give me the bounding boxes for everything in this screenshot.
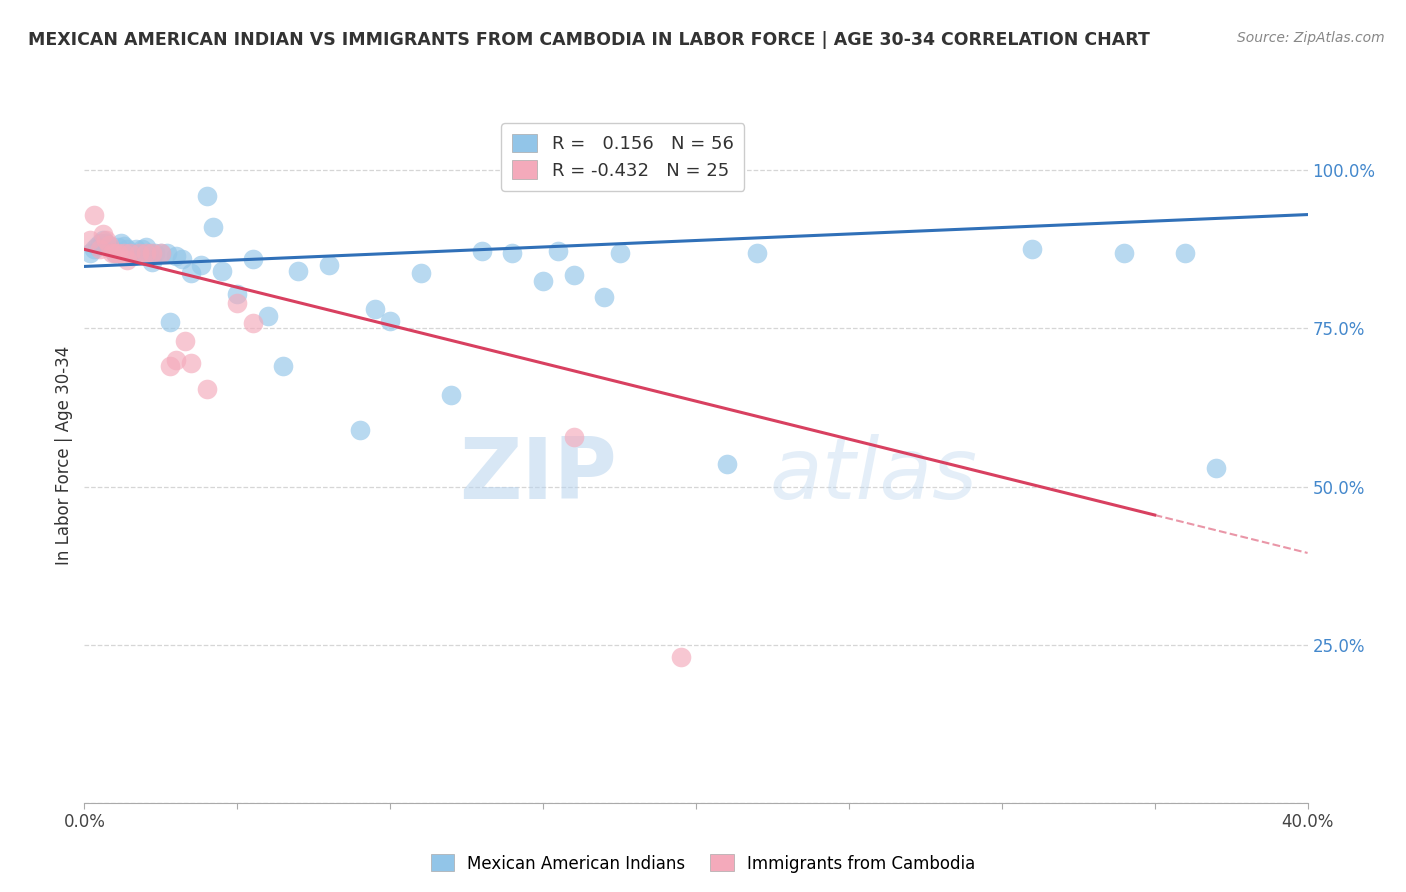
Point	[440, 388, 463, 402]
Point	[165, 249, 187, 263]
Point	[747, 245, 769, 260]
Point	[471, 244, 494, 259]
Point	[242, 252, 264, 266]
Point	[128, 245, 150, 260]
Point	[271, 359, 294, 374]
Point	[502, 245, 524, 260]
Point	[94, 233, 117, 247]
Point	[159, 359, 181, 374]
Point	[669, 650, 692, 665]
Point	[1205, 460, 1227, 475]
Point	[91, 233, 114, 247]
Point	[409, 266, 432, 280]
Point	[104, 245, 127, 260]
Point	[380, 314, 402, 328]
Point	[242, 317, 264, 331]
Point	[94, 235, 117, 250]
Point	[531, 274, 554, 288]
Point	[115, 243, 138, 257]
Point	[138, 245, 160, 260]
Point	[195, 382, 218, 396]
Point	[159, 315, 181, 329]
Point	[115, 253, 138, 268]
Point	[716, 458, 738, 472]
Point	[318, 258, 340, 272]
Text: Source: ZipAtlas.com: Source: ZipAtlas.com	[1237, 31, 1385, 45]
Point	[83, 243, 105, 257]
Point	[174, 334, 197, 348]
Point	[128, 245, 150, 260]
Point	[1021, 243, 1043, 257]
Point	[110, 235, 132, 250]
Point	[104, 245, 127, 260]
Point	[107, 245, 129, 260]
Point	[172, 252, 194, 266]
Point	[112, 239, 135, 253]
Point	[180, 356, 202, 370]
Point	[562, 430, 585, 444]
Point	[135, 245, 157, 260]
Legend: Mexican American Indians, Immigrants from Cambodia: Mexican American Indians, Immigrants fro…	[425, 847, 981, 880]
Y-axis label: In Labor Force | Age 30-34: In Labor Force | Age 30-34	[55, 345, 73, 565]
Point	[79, 245, 101, 260]
Point	[149, 245, 172, 260]
Point	[364, 302, 387, 317]
Point	[143, 245, 166, 260]
Point	[131, 243, 153, 257]
Point	[141, 255, 163, 269]
Point	[97, 238, 120, 252]
Point	[562, 268, 585, 282]
Point	[86, 239, 108, 253]
Point	[149, 245, 172, 260]
Point	[257, 309, 280, 323]
Point	[190, 258, 212, 272]
Point	[125, 243, 148, 257]
Point	[1114, 245, 1136, 260]
Point	[135, 240, 157, 254]
Point	[593, 290, 616, 304]
Point	[122, 249, 145, 263]
Point	[180, 266, 202, 280]
Point	[1174, 245, 1197, 260]
Point	[609, 245, 631, 260]
Point	[349, 423, 371, 437]
Text: MEXICAN AMERICAN INDIAN VS IMMIGRANTS FROM CAMBODIA IN LABOR FORCE | AGE 30-34 C: MEXICAN AMERICAN INDIAN VS IMMIGRANTS FR…	[28, 31, 1150, 49]
Point	[101, 243, 124, 257]
Point	[89, 235, 111, 250]
Point	[211, 264, 233, 278]
Point	[97, 239, 120, 253]
Text: ZIP: ZIP	[458, 434, 616, 517]
Point	[226, 286, 249, 301]
Point	[547, 244, 569, 259]
Point	[141, 245, 163, 260]
Point	[107, 240, 129, 254]
Point	[112, 245, 135, 260]
Point	[120, 245, 142, 260]
Point	[195, 188, 218, 202]
Point	[89, 243, 111, 257]
Point	[79, 233, 101, 247]
Point	[120, 245, 142, 260]
Point	[201, 220, 224, 235]
Legend: R =   0.156   N = 56, R = -0.432   N = 25: R = 0.156 N = 56, R = -0.432 N = 25	[501, 123, 744, 191]
Point	[83, 208, 105, 222]
Point	[156, 245, 179, 260]
Point	[287, 264, 309, 278]
Text: atlas: atlas	[769, 434, 977, 517]
Point	[165, 353, 187, 368]
Point	[91, 227, 114, 241]
Point	[226, 296, 249, 310]
Point	[101, 245, 124, 260]
